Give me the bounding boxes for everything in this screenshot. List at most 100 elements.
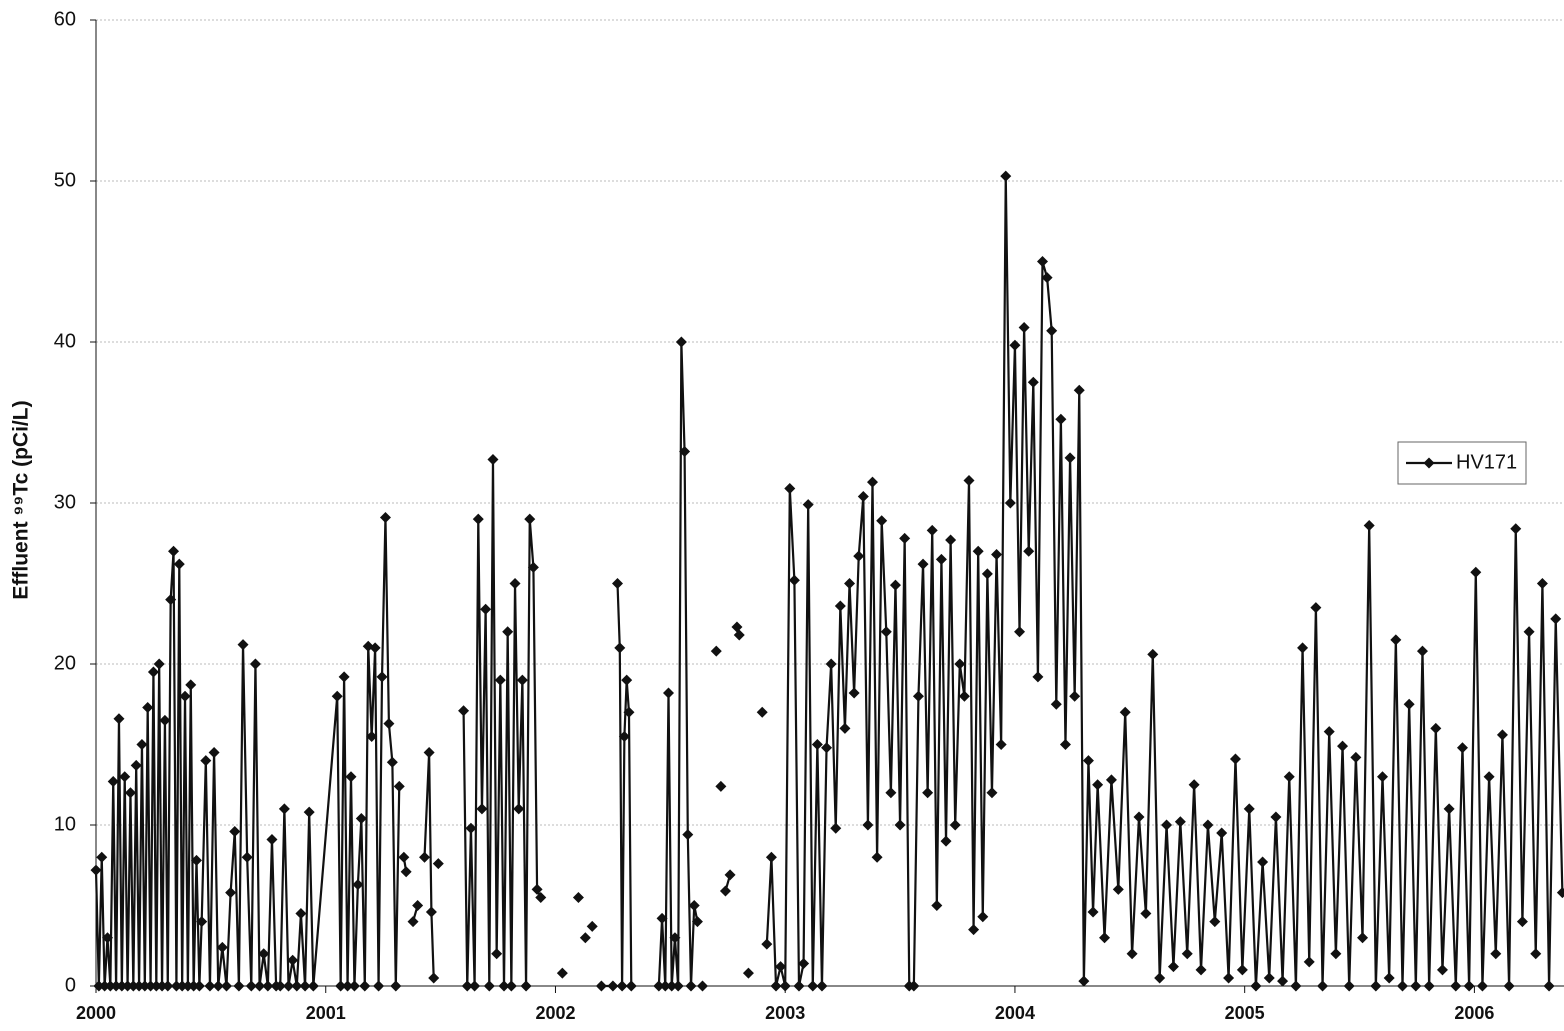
data-point	[669, 932, 681, 944]
data-point	[498, 980, 510, 992]
data-point	[348, 980, 360, 992]
data-point	[653, 980, 665, 992]
data-point	[139, 980, 151, 992]
data-point	[719, 885, 731, 897]
data-point	[400, 866, 412, 878]
data-point	[1154, 972, 1166, 984]
data-point	[274, 980, 286, 992]
data-point	[876, 515, 888, 527]
data-point	[1195, 964, 1207, 976]
data-point	[101, 932, 113, 944]
data-point	[153, 658, 165, 670]
data-point	[586, 920, 598, 932]
data-point	[1503, 980, 1515, 992]
data-point	[945, 534, 957, 546]
legend-label: HV171	[1456, 451, 1517, 473]
data-point	[621, 674, 633, 686]
data-point	[237, 639, 249, 651]
data-point	[940, 835, 952, 847]
data-point	[972, 545, 984, 557]
x-tick-label: 2001	[306, 1003, 346, 1023]
data-point	[1390, 634, 1402, 646]
data-point	[502, 626, 514, 638]
data-point	[1023, 545, 1035, 557]
data-point	[756, 706, 768, 718]
data-point	[834, 600, 846, 612]
y-tick-label: 60	[54, 8, 76, 30]
data-point	[1181, 948, 1193, 960]
data-point	[991, 549, 1003, 561]
data-point	[1463, 980, 1475, 992]
data-point	[254, 980, 266, 992]
legend-marker	[1423, 457, 1435, 469]
data-point	[1297, 642, 1309, 654]
data-point	[1350, 751, 1362, 763]
data-point	[291, 980, 303, 992]
data-point	[491, 948, 503, 960]
data-point	[1496, 729, 1508, 741]
data-point	[844, 578, 856, 589]
data-point	[1000, 170, 1012, 182]
data-point	[513, 803, 525, 815]
data-point	[352, 879, 364, 891]
data-point	[412, 900, 424, 911]
data-point	[458, 705, 470, 717]
data-point	[176, 980, 188, 992]
data-point	[659, 980, 671, 992]
data-point	[104, 980, 116, 992]
data-point	[379, 511, 391, 523]
data-point	[1073, 384, 1085, 396]
data-point	[366, 730, 378, 742]
data-point	[509, 578, 521, 589]
data-point	[935, 553, 947, 565]
data-point	[1510, 523, 1522, 535]
data-point	[572, 891, 584, 903]
data-point	[1550, 613, 1562, 625]
data-point	[287, 954, 299, 966]
data-point	[793, 980, 805, 992]
data-point	[483, 980, 495, 992]
data-point	[775, 961, 787, 973]
data-point	[853, 550, 865, 562]
data-point	[1236, 964, 1248, 976]
x-tick-label: 2004	[995, 1003, 1035, 1023]
data-point	[476, 803, 488, 815]
data-point	[662, 687, 674, 699]
data-point	[889, 579, 901, 591]
data-point	[1377, 771, 1389, 783]
data-point	[733, 629, 745, 641]
y-axis-title: Effluent ⁹⁹Tc (pCi/L)	[10, 400, 33, 599]
data-point	[345, 771, 357, 783]
data-point	[185, 679, 197, 691]
data-point	[1456, 742, 1468, 754]
y-tick-label: 0	[65, 974, 76, 996]
data-point	[531, 883, 543, 895]
data-point	[770, 980, 782, 992]
data-point	[428, 972, 440, 984]
data-point	[355, 813, 367, 825]
data-point	[1014, 626, 1026, 638]
data-point	[342, 980, 354, 992]
data-point	[1310, 602, 1322, 614]
data-point	[162, 980, 174, 992]
data-point	[376, 671, 388, 683]
data-point	[107, 776, 119, 788]
data-point	[1082, 755, 1094, 767]
data-point	[113, 713, 125, 725]
data-point	[1523, 626, 1535, 638]
data-point	[1202, 819, 1214, 831]
data-point	[338, 671, 350, 683]
data-point	[977, 911, 989, 923]
data-point	[894, 819, 906, 831]
data-point	[931, 900, 943, 911]
data-point	[715, 780, 727, 792]
data-point	[995, 739, 1007, 750]
data-point	[1257, 856, 1269, 868]
data-point	[407, 916, 419, 928]
data-point	[731, 621, 743, 633]
data-point	[505, 980, 517, 992]
data-point	[93, 980, 105, 992]
data-point	[1112, 883, 1124, 895]
data-point	[1046, 325, 1058, 337]
data-point	[220, 980, 232, 992]
